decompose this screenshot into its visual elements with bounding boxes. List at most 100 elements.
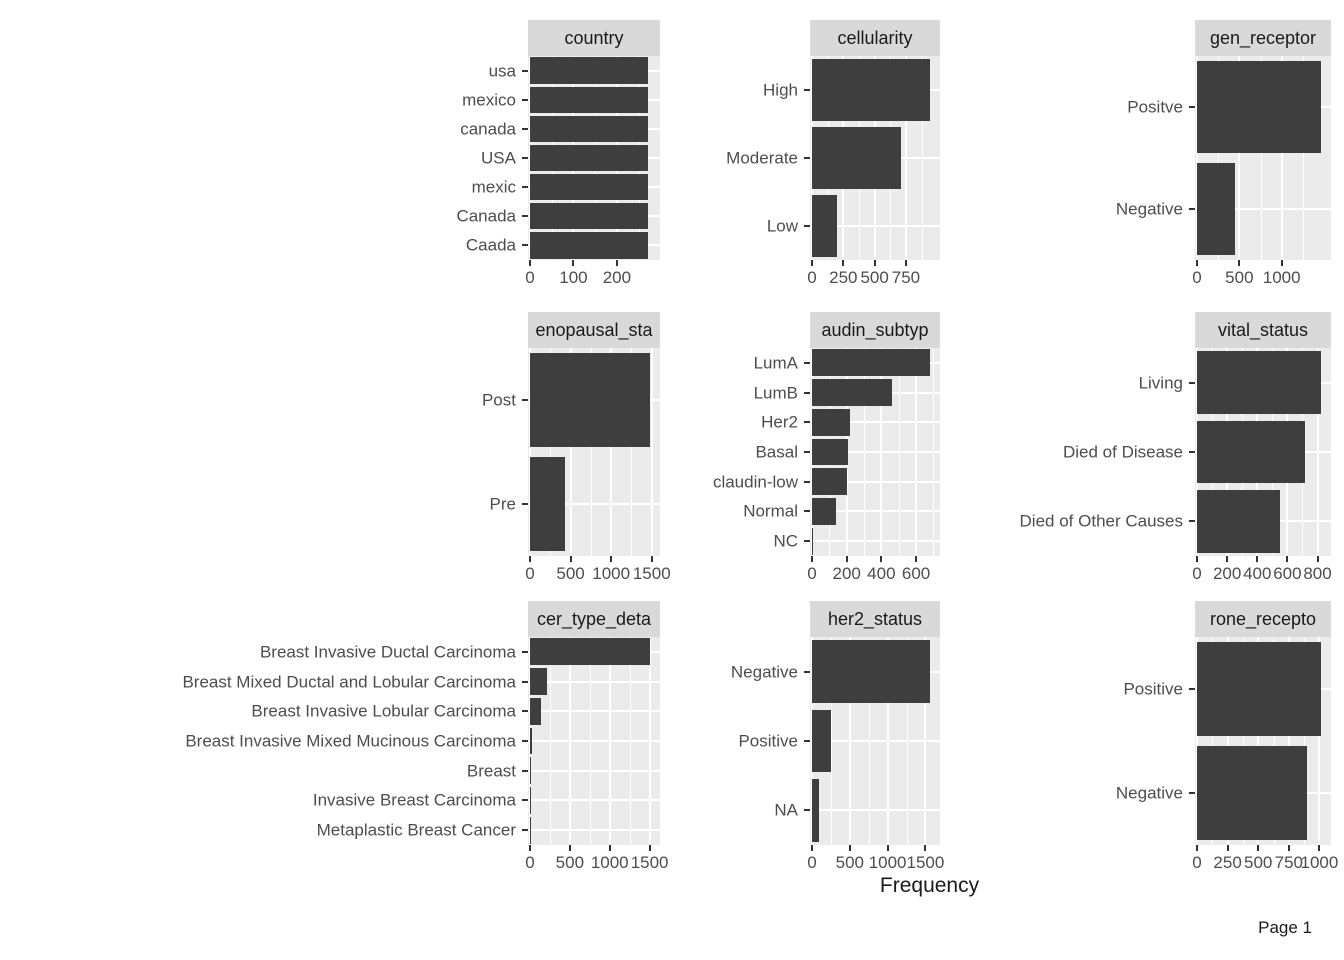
y-tick-label: Died of Disease xyxy=(1062,442,1183,462)
y-tick-mark xyxy=(804,451,810,453)
y-tick-mark xyxy=(522,186,528,189)
y-axis-labels: usa mexico canada USA mexic Canada Caada xyxy=(368,56,528,260)
x-tick-mark xyxy=(904,260,907,266)
gridline-major xyxy=(1318,637,1321,845)
x-tick-mark xyxy=(886,845,889,851)
y-tick-mark xyxy=(804,670,810,673)
facet-title: cer_type_deta xyxy=(536,608,652,629)
y-tick-label: NA xyxy=(774,800,798,820)
y-tick-label: Negative xyxy=(730,662,798,682)
facet-cellularity: cellularity High Moderate Low 0 250 500 750 xyxy=(680,20,940,288)
bar xyxy=(530,57,649,84)
x-tick-mark xyxy=(811,260,813,266)
x-tick-label: 0 xyxy=(807,268,817,287)
x-tick-mark xyxy=(873,260,876,266)
gridline-minor xyxy=(631,348,633,556)
x-tick-label: 0 xyxy=(525,268,535,287)
x-tick-label: 0 xyxy=(807,564,817,583)
x-tick-mark xyxy=(1238,260,1241,266)
gridline-major xyxy=(1287,637,1290,845)
gridline-major xyxy=(810,540,940,543)
bar xyxy=(1197,163,1235,255)
y-tick-mark xyxy=(522,503,528,505)
bar xyxy=(812,195,837,257)
x-tick-label: 500 xyxy=(860,268,889,287)
x-tick-label: 750 xyxy=(891,268,921,287)
bar xyxy=(812,438,849,466)
x-tick-label: 0 xyxy=(1192,853,1202,872)
y-tick-mark xyxy=(522,680,528,683)
y-tick-mark xyxy=(522,710,528,713)
y-axis-labels: Living Died of Disease Died of Other Cause… xyxy=(960,348,1195,556)
x-tick-label: 500 xyxy=(555,853,585,872)
bar xyxy=(812,640,930,703)
facet-title: country xyxy=(564,27,624,48)
gridline-major xyxy=(528,829,660,832)
x-tick-label: 250 xyxy=(1213,853,1242,872)
page-number: Page 1 xyxy=(1258,918,1312,937)
x-tick-label: 0 xyxy=(807,853,817,872)
y-tick-label: Caada xyxy=(465,235,516,255)
facet-strip: gen_receptor xyxy=(1195,20,1331,56)
y-tick-label: canada xyxy=(460,119,516,139)
x-tick-label: 1000 xyxy=(1300,853,1339,872)
facet-title: vital_status xyxy=(1217,319,1309,340)
facet-strip: enopausal_sta xyxy=(528,312,660,348)
y-tick-label: USA xyxy=(481,148,516,168)
y-tick-label: Positive xyxy=(738,731,798,751)
facet-strip: audin_subtyp xyxy=(810,312,940,348)
gridline-major xyxy=(810,225,940,227)
y-tick-label: Pre xyxy=(489,494,516,514)
x-tick-label: 200 xyxy=(1212,564,1242,583)
y-tick-label: Breast xyxy=(466,761,516,781)
bar xyxy=(530,203,649,230)
y-tick-mark xyxy=(1189,451,1195,453)
y-tick-mark xyxy=(522,157,528,159)
facet-strip: cellularity xyxy=(810,20,940,56)
y-tick-mark xyxy=(1189,520,1195,523)
x-axis-labels: 0 100 200 xyxy=(525,260,660,288)
y-axis-labels: Post Pre xyxy=(408,348,528,556)
y-tick-label: Her2 xyxy=(761,412,798,432)
gridline-major xyxy=(810,480,940,483)
plot-panel xyxy=(1195,637,1331,845)
x-tick-label: 100 xyxy=(559,268,588,287)
y-tick-label: usa xyxy=(488,61,516,81)
bar xyxy=(530,144,649,172)
bar xyxy=(1197,351,1321,414)
y-axis-labels: Negative Positive NA xyxy=(690,637,810,845)
y-tick-mark xyxy=(804,421,810,424)
x-axis-labels: 0 250 500 750 1000 xyxy=(1192,845,1338,873)
bar xyxy=(812,779,820,842)
bar xyxy=(530,787,532,814)
y-tick-mark xyxy=(522,399,528,401)
plot-panel xyxy=(810,56,940,260)
x-tick-label: 1500 xyxy=(906,853,945,872)
x-tick-mark xyxy=(615,260,618,266)
y-tick-label: Canada xyxy=(456,206,516,226)
bar xyxy=(812,468,847,496)
y-tick-label: Breast Mixed Ductal and Lobular Carcinom… xyxy=(182,672,516,692)
x-tick-label: 500 xyxy=(835,853,864,872)
x-tick-mark xyxy=(811,845,813,851)
gridline-major xyxy=(610,348,613,556)
y-axis-labels: Breast Invasive Ductal Carcinoma Breast M… xyxy=(48,637,528,845)
x-tick-mark xyxy=(880,556,883,562)
y-tick-mark xyxy=(1189,792,1195,794)
y-tick-label: Positive xyxy=(1123,679,1183,699)
bar xyxy=(530,697,542,725)
gridline-major xyxy=(810,451,940,453)
bar xyxy=(530,174,649,201)
plot-panel xyxy=(528,637,660,845)
x-tick-label: 1000 xyxy=(592,564,631,583)
y-tick-mark xyxy=(522,215,528,218)
x-tick-mark xyxy=(1196,260,1198,266)
plot-panel xyxy=(1195,56,1331,260)
x-tick-label: 0 xyxy=(1192,564,1202,583)
gridline-minor xyxy=(1218,56,1220,260)
bar xyxy=(530,86,649,113)
gridline-major xyxy=(810,740,940,742)
gridline-minor xyxy=(1242,637,1244,845)
x-tick-mark xyxy=(842,260,845,266)
gridline-major xyxy=(1238,56,1241,260)
